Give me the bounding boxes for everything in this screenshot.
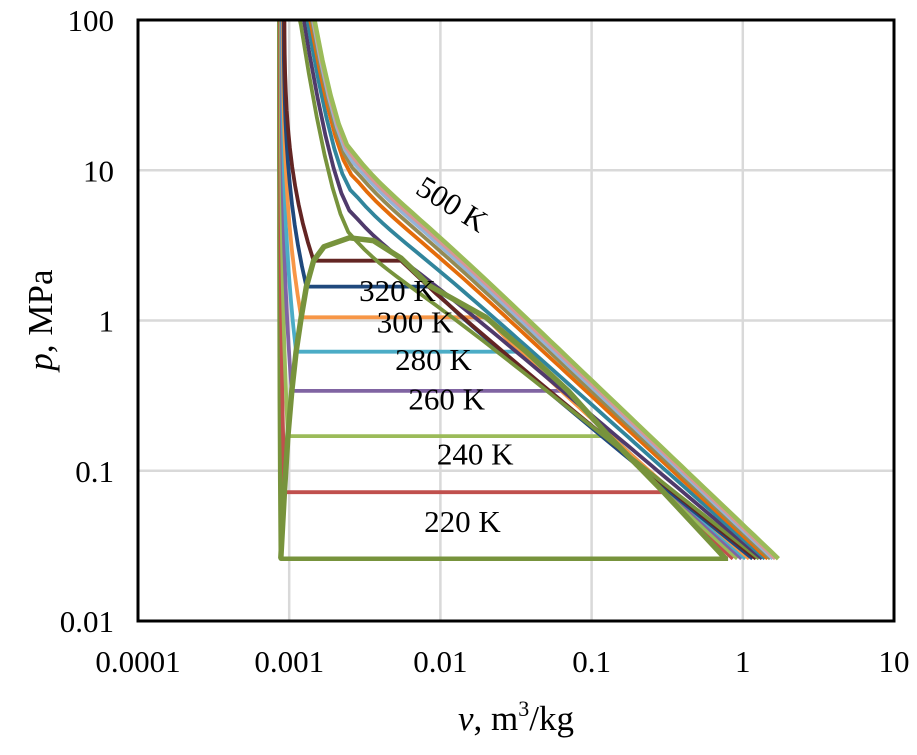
isotherm-line (305, 20, 767, 561)
isotherm-line (311, 20, 777, 561)
y-tick-label: 0.01 (60, 604, 114, 639)
isotherm-line (309, 20, 772, 561)
y-axis-unit: , MPa (21, 269, 60, 353)
x-tick-label: 0.001 (254, 644, 324, 679)
isotherm-label: 220 K (424, 504, 501, 539)
y-tick-labels: 0.01 0.1 1 10 100 (60, 3, 114, 639)
x-axis-var: v (458, 699, 474, 738)
x-tick-labels: 0.0001 0.001 0.01 0.1 1 10 (95, 644, 909, 679)
isotherm-line (310, 20, 775, 561)
isotherm-curves (277, 20, 780, 561)
isotherm-label: 320 K (359, 273, 436, 308)
isotherm-label: 300 K (377, 305, 454, 340)
x-tick-label: 10 (879, 644, 910, 679)
y-axis-title: p, MPa (21, 269, 60, 374)
y-tick-label: 10 (83, 153, 114, 188)
x-tick-label: 0.0001 (95, 644, 180, 679)
y-tick-label: 1 (99, 304, 115, 339)
x-axis-sup: 3 (518, 696, 529, 721)
isotherm-line (308, 20, 769, 561)
isotherm-line (312, 20, 780, 561)
x-axis-unit: /kg (529, 699, 574, 738)
y-tick-label: 0.1 (75, 454, 114, 489)
x-tick-label: 1 (735, 644, 751, 679)
y-tick-label: 100 (68, 3, 115, 38)
isotherm-line (297, 20, 761, 561)
x-axis-title: v, m3/kg (458, 696, 574, 738)
x-axis-sep: , m (474, 699, 519, 738)
x-tick-label: 0.01 (413, 644, 467, 679)
x-tick-label: 0.1 (572, 644, 611, 679)
isotherm-label: 260 K (408, 382, 485, 417)
plot-frame (136, 18, 896, 623)
saturation-dome (278, 235, 728, 561)
y-axis-var: p (21, 353, 60, 374)
isotherm-label: 240 K (437, 437, 514, 472)
isotherm-label: 280 K (395, 342, 472, 377)
isotherm-line (301, 20, 764, 561)
